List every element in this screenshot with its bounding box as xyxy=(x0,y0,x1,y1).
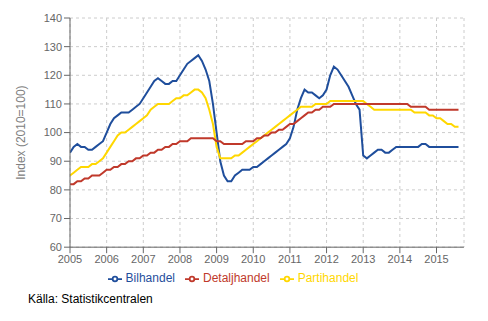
svg-text:60: 60 xyxy=(50,241,62,253)
svg-text:2008: 2008 xyxy=(168,253,192,265)
svg-text:110: 110 xyxy=(44,98,62,110)
svg-text:2014: 2014 xyxy=(388,253,412,265)
svg-text:2009: 2009 xyxy=(204,253,228,265)
svg-text:2010: 2010 xyxy=(241,253,265,265)
svg-text:2006: 2006 xyxy=(94,253,118,265)
svg-text:2013: 2013 xyxy=(351,253,375,265)
html-text:Partihandel: Partihandel xyxy=(297,271,359,286)
svg-text:Index (2010=100): Index (2010=100) xyxy=(14,85,28,179)
svg-text:2012: 2012 xyxy=(314,253,338,265)
svg-text:100: 100 xyxy=(44,126,62,138)
html-text:Bilhandel: Bilhandel xyxy=(125,271,175,286)
svg-text:2007: 2007 xyxy=(131,253,155,265)
svg-text:80: 80 xyxy=(50,184,62,196)
svg-text:2005: 2005 xyxy=(58,253,82,265)
svg-text:70: 70 xyxy=(50,212,62,224)
html-text:Detaljhandel: Detaljhandel xyxy=(203,271,270,286)
svg-text:130: 130 xyxy=(44,41,62,53)
svg-text:90: 90 xyxy=(50,155,62,167)
svg-text:2015: 2015 xyxy=(424,253,448,265)
svg-text:120: 120 xyxy=(44,69,62,81)
svg-text:2011: 2011 xyxy=(278,253,302,265)
html-text:Källa: Statistikcentralen: Källa: Statistikcentralen xyxy=(28,292,153,306)
svg-text:140: 140 xyxy=(44,12,62,24)
